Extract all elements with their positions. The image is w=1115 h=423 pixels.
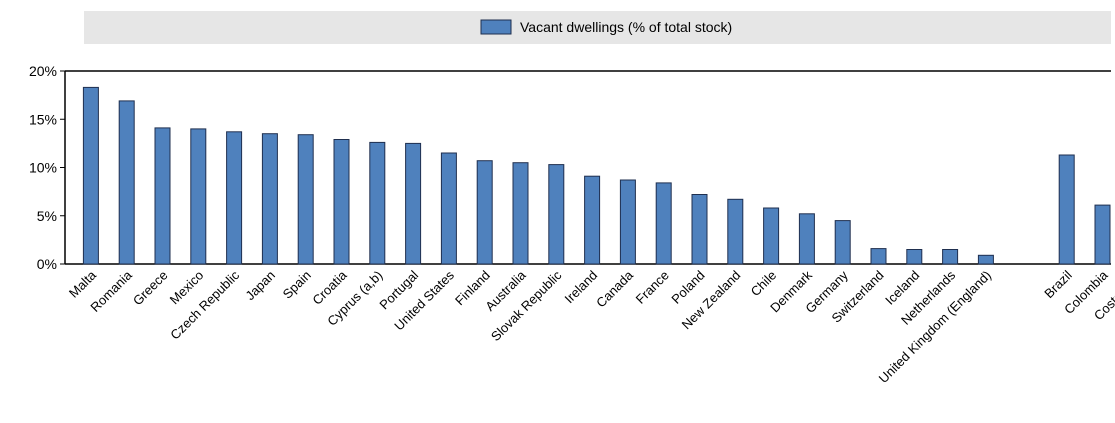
x-category-label: Greece (130, 268, 171, 309)
bar (440, 152, 457, 265)
bar (1058, 154, 1075, 265)
bar (977, 254, 994, 265)
x-category-label: Brazil (1041, 267, 1075, 301)
bar (405, 142, 422, 265)
bar (906, 249, 923, 265)
bar (261, 133, 278, 265)
bar (226, 131, 243, 265)
y-tick-label: 0% (37, 256, 57, 272)
x-category-label: Japan (242, 268, 278, 304)
bar (297, 134, 314, 265)
bar (118, 100, 135, 265)
legend-swatch (480, 19, 512, 35)
bar (333, 139, 350, 265)
x-category-label: Malta (66, 267, 100, 301)
bar (369, 141, 386, 265)
bar (154, 127, 171, 265)
y-tick-label: 5% (37, 208, 57, 224)
legend-background (84, 11, 1111, 44)
bar (727, 198, 744, 265)
y-tick-label: 20% (29, 63, 57, 79)
y-axis-ticks: 0% 5% 10% 15% 20% (29, 63, 65, 272)
bar (190, 128, 207, 265)
bar (82, 86, 99, 265)
bar (763, 207, 780, 265)
bar (870, 248, 887, 265)
x-category-label: Canada (593, 267, 636, 310)
bar (1094, 204, 1111, 265)
bar (476, 160, 493, 265)
bar (691, 194, 708, 265)
bar (512, 162, 529, 265)
bar (834, 220, 851, 265)
bar (584, 175, 601, 265)
x-category-label: France (633, 268, 672, 307)
y-tick-label: 10% (29, 160, 57, 176)
bar (655, 182, 672, 265)
x-category-label: Chile (748, 268, 780, 300)
bar (548, 164, 565, 265)
legend-label: Vacant dwellings (% of total stock) (520, 19, 732, 35)
bars (82, 86, 1111, 265)
bar (619, 179, 636, 265)
y-tick-label: 15% (29, 111, 57, 127)
bar (942, 249, 959, 265)
bar (798, 213, 815, 265)
